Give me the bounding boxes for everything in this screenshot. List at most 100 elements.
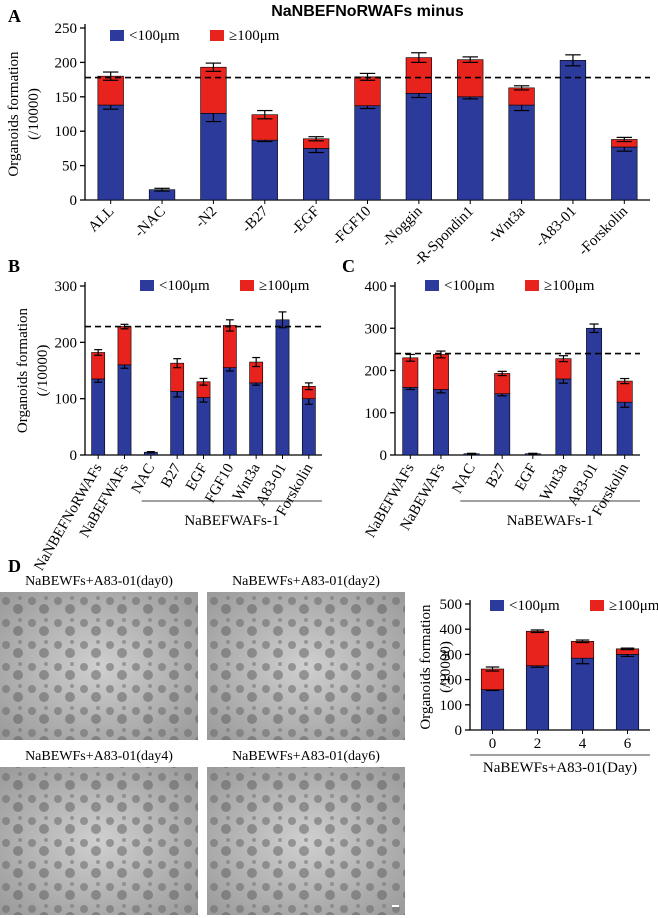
legend-label: ≥100μm	[229, 28, 280, 44]
error-bar	[575, 639, 590, 644]
legend-label: <100μm	[444, 278, 495, 294]
bar-segment	[508, 104, 535, 201]
error-bar	[154, 187, 170, 192]
legend-swatch	[240, 280, 254, 291]
x-tick-label: -Wnt3a	[485, 203, 528, 246]
bar-segment	[570, 640, 595, 659]
x-tick-label: -N2	[192, 204, 220, 232]
x-tick-label: 0	[489, 736, 497, 752]
y-tick-label: 400	[440, 622, 463, 638]
bar-segment	[615, 654, 640, 731]
bar-segment	[222, 325, 237, 368]
legend-label: ≥100μm	[609, 598, 658, 614]
bar-segment	[200, 113, 227, 201]
legend-label: <100μm	[509, 598, 560, 614]
error-bar	[205, 62, 222, 72]
bar-segment	[91, 352, 106, 380]
y-tick-label: 200	[55, 55, 78, 71]
y-tick-label: 200	[55, 335, 78, 351]
y-tick-label: 0	[70, 193, 78, 209]
bar-segment	[432, 389, 449, 456]
image-label: NaBEWFs+A83-01(day6)	[232, 749, 380, 764]
x-tick-label: -EGF	[288, 204, 323, 239]
legend-label: ≥100μm	[259, 278, 310, 294]
bar-segment	[457, 96, 484, 201]
legend-swatch	[110, 30, 124, 41]
y-axis-label: (/10000)	[438, 641, 454, 693]
legend-swatch	[425, 280, 439, 291]
bar-segment	[616, 401, 633, 456]
error-bar	[528, 452, 538, 455]
error-bar	[485, 666, 500, 672]
x-tick-label: 6	[624, 736, 632, 752]
error-bar	[462, 56, 478, 64]
y-tick-label: 300	[440, 647, 463, 663]
error-bar	[308, 136, 324, 142]
error-bar	[173, 358, 182, 369]
image-label: NaBEWFs+A83-01(day0)	[25, 574, 173, 589]
legend-swatch	[210, 30, 224, 41]
x-tick-label: -A83-01	[533, 204, 580, 251]
error-bar	[436, 350, 446, 359]
group-label: NaBEFWAFs-1	[184, 513, 279, 529]
error-bar	[120, 323, 129, 330]
image-label: NaBEWFs+A83-01(day4)	[25, 749, 173, 764]
bar-segment	[275, 319, 290, 456]
bar-segment	[196, 397, 211, 456]
bar-segment	[525, 665, 550, 731]
bar-segment	[251, 139, 278, 201]
error-bar	[497, 370, 507, 377]
error-bar	[620, 377, 630, 385]
bar-segment	[302, 148, 330, 201]
y-axis-label: (/10000)	[35, 345, 51, 397]
x-tick-label: NAC	[129, 461, 159, 496]
x-tick-label: -NAC	[132, 204, 169, 241]
bar-segment	[249, 382, 264, 456]
micrograph-texture	[0, 767, 198, 915]
bar-segment	[117, 364, 132, 456]
error-bar	[278, 311, 287, 329]
error-bar	[513, 85, 530, 91]
bar-segment	[405, 93, 433, 201]
panel-label: A	[8, 6, 21, 26]
y-tick-label: 0	[380, 448, 388, 464]
bar-segment	[480, 668, 505, 690]
y-tick-label: 150	[55, 90, 78, 106]
bar-segment	[586, 327, 603, 456]
bar-segment	[354, 105, 381, 201]
x-tick-label: -B27	[239, 203, 272, 236]
y-tick-label: 0	[70, 448, 78, 464]
x-tick-label: B27	[483, 461, 510, 491]
error-bar	[199, 377, 208, 386]
panel-label: C	[342, 256, 355, 276]
legend-swatch	[590, 600, 604, 611]
chart-title: NaNBEFNoRWAFs minus	[271, 3, 464, 20]
y-axis-label: Organoids formation	[418, 604, 434, 730]
error-bar	[405, 353, 415, 362]
y-axis-label: Organoids formation	[6, 51, 22, 177]
bar-segment	[480, 689, 505, 731]
x-tick-label: -Noggin	[379, 203, 426, 250]
micrograph-texture	[207, 592, 405, 740]
y-tick-label: 250	[55, 21, 78, 37]
error-bar	[252, 356, 261, 368]
legend-label: ≥100μm	[544, 278, 595, 294]
bar-segment	[97, 75, 124, 106]
panel-label: B	[8, 256, 20, 276]
bar-segment	[432, 354, 449, 390]
y-tick-label: 0	[455, 723, 463, 739]
y-axis-label: Organoids formation	[15, 307, 31, 433]
x-tick-label: 4	[579, 736, 587, 752]
bar-segment	[354, 76, 381, 107]
error-bar	[225, 319, 234, 332]
y-tick-label: 100	[440, 698, 463, 714]
bar-segment	[559, 60, 587, 201]
image-label: NaBEWFs+A83-01(day2)	[232, 574, 380, 589]
error-bar	[102, 71, 119, 81]
y-tick-label: 200	[365, 364, 388, 380]
micrograph-texture	[0, 592, 198, 740]
y-tick-label: 50	[62, 159, 77, 175]
y-axis-label: (/10000)	[26, 88, 42, 140]
x-tick-label: B27	[158, 461, 185, 491]
y-tick-label: 300	[55, 279, 78, 295]
